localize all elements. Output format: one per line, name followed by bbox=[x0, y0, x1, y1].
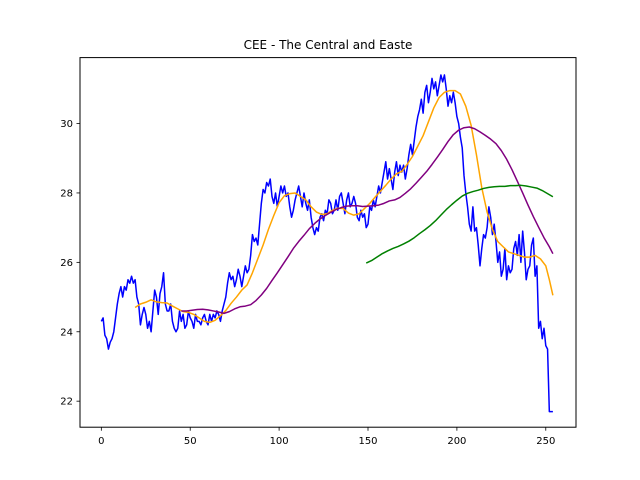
series-line-1 bbox=[134, 89, 554, 324]
plot-frame bbox=[79, 57, 577, 428]
y-tick-label: 30 bbox=[60, 119, 73, 130]
y-tick-label: 26 bbox=[60, 258, 73, 269]
x-tick-label: 200 bbox=[447, 436, 466, 447]
y-tick-label: 22 bbox=[60, 397, 73, 408]
series-line-3 bbox=[365, 184, 554, 264]
plot-lines bbox=[100, 74, 554, 413]
x-axis-ticks: 0 50 100 150 200 250 bbox=[98, 427, 555, 447]
y-tick-label: 28 bbox=[60, 188, 73, 199]
series-line-2 bbox=[181, 126, 554, 315]
series-line-0 bbox=[100, 74, 553, 413]
x-tick-label: 50 bbox=[184, 436, 197, 447]
x-tick-label: 250 bbox=[536, 436, 555, 447]
x-tick-label: 100 bbox=[270, 436, 289, 447]
y-tick-label: 24 bbox=[60, 327, 73, 338]
x-tick-label: 150 bbox=[358, 436, 377, 447]
y-axis-ticks: 22 24 26 28 30 bbox=[60, 119, 80, 408]
chart-title: CEE - The Central and Easte bbox=[244, 38, 413, 52]
x-tick-label: 0 bbox=[98, 436, 104, 447]
